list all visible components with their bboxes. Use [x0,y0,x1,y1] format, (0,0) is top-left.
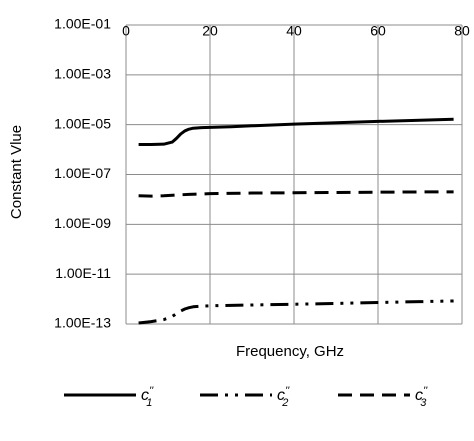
series-group [138,117,454,325]
x-tick-label: 0 [122,23,130,39]
y-tick-label: 1.00E-03 [54,66,111,82]
legend-label-sub: 1 [146,397,152,409]
y-axis-label: Constant Vlue [8,125,25,219]
y-tick-label: 1.00E-05 [54,115,111,131]
series-line-3 [138,190,454,198]
x-axis-label: Frequency, GHz [236,343,344,360]
legend-label-main: c [415,387,423,404]
y-axis-ticks: 1.00E-01 1.00E-03 1.00E-05 1.00E-07 1.00E-09… [54,16,111,331]
y-tick-label: 1.00E-09 [54,215,111,231]
series-line-1 [138,117,454,146]
legend-label-sup: '' [149,385,154,397]
x-tick-label: 80 [454,23,470,39]
x-axis-ticks: 0 20 40 60 80 [122,23,470,39]
series-line-2 [138,299,454,325]
legend-label-3: c'' 3 [415,385,428,409]
x-tick-label: 60 [370,23,386,39]
legend-label-sub: 2 [281,397,288,409]
legend: c'' 1 c'' 2 c'' 3 [64,385,428,409]
legend-label-main: c [141,387,149,404]
y-tick-label: 1.00E-13 [54,315,111,331]
y-tick-label: 1.00E-01 [54,16,111,32]
legend-label-sup: '' [285,385,290,397]
y-tick-label: 1.00E-11 [55,265,111,281]
x-tick-label: 20 [202,23,218,39]
x-tick-label: 40 [286,23,302,39]
legend-label-main: c [277,387,285,404]
grid [125,24,463,325]
legend-label-sup: '' [423,385,428,397]
legend-label-sub: 3 [420,397,427,409]
legend-label-2: c'' 2 [277,385,290,409]
y-tick-label: 1.00E-07 [54,165,111,181]
legend-label-1: c'' 1 [141,385,154,409]
